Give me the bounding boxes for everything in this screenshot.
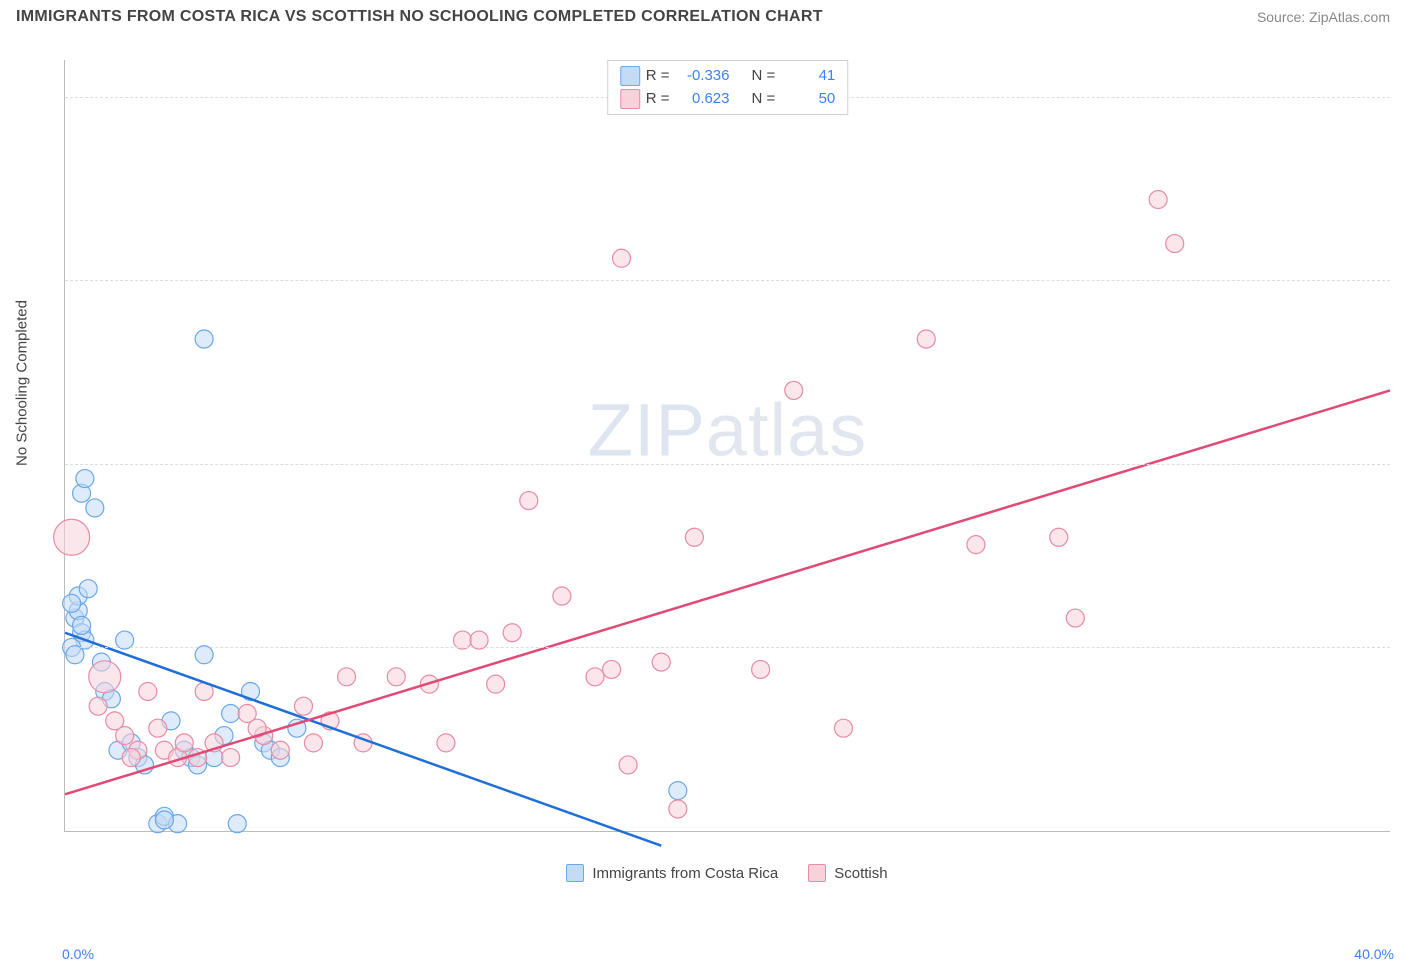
data-point xyxy=(454,631,472,649)
data-point xyxy=(89,697,107,715)
chart-header: IMMIGRANTS FROM COSTA RICA VS SCOTTISH N… xyxy=(0,0,1406,30)
x-tick-max: 40.0% xyxy=(1354,946,1394,962)
r-value: -0.336 xyxy=(676,65,730,88)
y-tick-label: 10.0% xyxy=(1400,89,1406,105)
regression-line xyxy=(65,633,661,846)
swatch-scottish-icon xyxy=(808,864,826,882)
y-axis-label: No Schooling Completed xyxy=(14,300,31,466)
data-point xyxy=(1149,191,1167,209)
data-point xyxy=(73,616,91,634)
x-tick-min: 0.0% xyxy=(62,946,94,962)
plot-area: R = -0.336 N = 41 R = 0.623 N = 50 ZIPat… xyxy=(64,60,1390,832)
data-point xyxy=(271,741,289,759)
y-tick-label: 2.5% xyxy=(1400,639,1406,655)
legend-item-costa-rica: Immigrants from Costa Rica xyxy=(566,864,778,882)
data-point xyxy=(586,668,604,686)
regression-line xyxy=(65,390,1390,794)
data-point xyxy=(917,330,935,348)
data-point xyxy=(503,624,521,642)
swatch-scottish-icon xyxy=(620,89,640,109)
data-point xyxy=(685,528,703,546)
data-point xyxy=(652,653,670,671)
data-point xyxy=(669,782,687,800)
data-point xyxy=(116,727,134,745)
data-point xyxy=(222,705,240,723)
gridline xyxy=(65,464,1390,465)
n-label: N = xyxy=(752,88,776,111)
data-point xyxy=(195,330,213,348)
chart-source: Source: ZipAtlas.com xyxy=(1257,9,1390,25)
data-point xyxy=(66,646,84,664)
r-label: R = xyxy=(646,88,670,111)
series-legend: Immigrants from Costa Rica Scottish xyxy=(64,864,1390,882)
r-label: R = xyxy=(646,65,670,88)
chart-container: No Schooling Completed R = -0.336 N = 41… xyxy=(16,40,1390,892)
data-point xyxy=(76,470,94,488)
data-point xyxy=(54,519,90,555)
scatter-svg xyxy=(65,60,1390,831)
gridline xyxy=(65,647,1390,648)
data-point xyxy=(752,660,770,678)
legend-row-scottish: R = 0.623 N = 50 xyxy=(620,88,836,111)
data-point xyxy=(603,660,621,678)
data-point xyxy=(785,381,803,399)
data-point xyxy=(116,631,134,649)
data-point xyxy=(122,749,140,767)
data-point xyxy=(222,749,240,767)
data-point xyxy=(553,587,571,605)
n-label: N = xyxy=(752,65,776,88)
data-point xyxy=(834,719,852,737)
data-point xyxy=(86,499,104,517)
data-point xyxy=(228,815,246,833)
data-point xyxy=(139,682,157,700)
y-tick-label: 5.0% xyxy=(1400,456,1406,472)
data-point xyxy=(387,668,405,686)
data-point xyxy=(89,661,121,693)
data-point xyxy=(295,697,313,715)
data-point xyxy=(470,631,488,649)
data-point xyxy=(338,668,356,686)
data-point xyxy=(175,734,193,752)
n-value: 50 xyxy=(781,88,835,111)
swatch-costa-rica-icon xyxy=(566,864,584,882)
legend-row-costa-rica: R = -0.336 N = 41 xyxy=(620,65,836,88)
data-point xyxy=(437,734,455,752)
gridline xyxy=(65,280,1390,281)
data-point xyxy=(1066,609,1084,627)
data-point xyxy=(613,249,631,267)
data-point xyxy=(1166,235,1184,253)
series-label: Scottish xyxy=(834,865,887,882)
data-point xyxy=(155,811,173,829)
data-point xyxy=(619,756,637,774)
chart-title: IMMIGRANTS FROM COSTA RICA VS SCOTTISH N… xyxy=(16,8,823,26)
data-point xyxy=(304,734,322,752)
data-point xyxy=(520,492,538,510)
data-point xyxy=(195,646,213,664)
n-value: 41 xyxy=(781,65,835,88)
data-point xyxy=(967,536,985,554)
data-point xyxy=(63,594,81,612)
y-tick-label: 7.5% xyxy=(1400,272,1406,288)
data-point xyxy=(79,580,97,598)
r-value: 0.623 xyxy=(676,88,730,111)
correlation-legend: R = -0.336 N = 41 R = 0.623 N = 50 xyxy=(607,60,849,115)
data-point xyxy=(487,675,505,693)
data-point xyxy=(1050,528,1068,546)
swatch-costa-rica-icon xyxy=(620,66,640,86)
series-label: Immigrants from Costa Rica xyxy=(592,865,778,882)
legend-item-scottish: Scottish xyxy=(808,864,887,882)
data-point xyxy=(149,719,167,737)
data-point xyxy=(669,800,687,818)
